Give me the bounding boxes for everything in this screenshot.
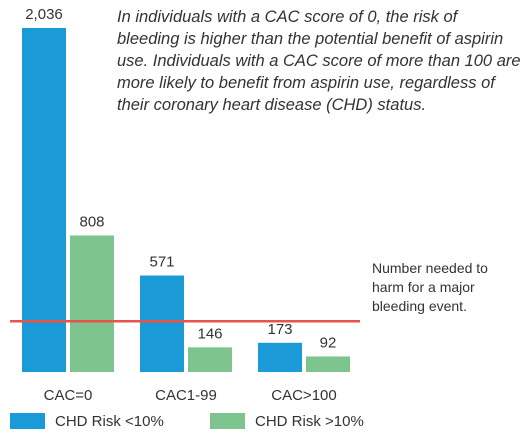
- value-label: 146: [197, 325, 222, 342]
- bar: [140, 275, 184, 372]
- value-label: 2,036: [25, 6, 63, 23]
- value-label: 92: [320, 334, 337, 351]
- value-label: 571: [149, 254, 174, 271]
- reference-label: Number needed to harm for a major bleedi…: [372, 260, 488, 314]
- bar: [258, 342, 302, 372]
- annotation: In individuals with a CAC score of 0, th…: [117, 8, 521, 114]
- legend-label: CHD Risk <10%: [55, 413, 164, 430]
- x-tick-label: CAC=0: [44, 387, 93, 404]
- legend-swatch: [210, 413, 245, 429]
- bar: [22, 28, 66, 372]
- legend-label: CHD Risk >10%: [255, 413, 364, 430]
- bar: [188, 347, 232, 372]
- x-tick-label: CAC1-99: [155, 387, 217, 404]
- value-label: 173: [267, 321, 292, 338]
- bar: [70, 235, 114, 372]
- legend-swatch: [10, 413, 45, 429]
- x-tick-label: CAC>100: [271, 387, 336, 404]
- bar: [306, 356, 350, 372]
- value-label: 808: [79, 213, 104, 230]
